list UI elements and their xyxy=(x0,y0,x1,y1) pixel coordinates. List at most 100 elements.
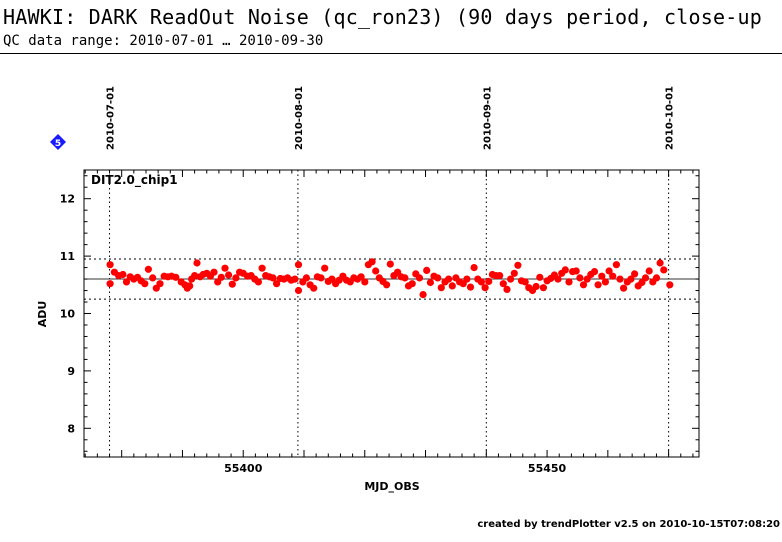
data-point xyxy=(656,259,664,267)
data-point xyxy=(499,280,507,288)
data-point xyxy=(294,261,303,269)
data-point xyxy=(503,285,511,293)
data-point xyxy=(401,274,409,282)
data-point xyxy=(141,280,149,288)
data-point xyxy=(383,281,391,289)
data-point xyxy=(514,261,522,269)
data-point xyxy=(445,275,453,283)
data-point xyxy=(419,291,427,299)
data-point xyxy=(448,282,456,290)
data-point xyxy=(565,278,573,286)
y-tick-label: 11 xyxy=(60,250,75,263)
data-point xyxy=(477,278,485,286)
data-point xyxy=(386,260,394,268)
diamond-icon xyxy=(50,134,66,150)
data-point xyxy=(408,280,416,288)
data-point xyxy=(579,281,588,289)
data-point xyxy=(666,281,674,289)
data-point xyxy=(594,281,602,289)
data-point xyxy=(273,280,281,288)
data-point xyxy=(576,274,584,282)
data-point xyxy=(660,266,668,274)
data-point xyxy=(539,284,548,292)
data-point xyxy=(221,264,229,272)
data-point xyxy=(434,274,442,282)
y-tick-label: 8 xyxy=(67,422,75,435)
data-point xyxy=(510,269,518,277)
data-point xyxy=(191,272,199,280)
data-point xyxy=(321,264,329,272)
data-point xyxy=(317,274,325,282)
chart-title: HAWKI: DARK ReadOut Noise (qc_ron23) (90… xyxy=(3,5,762,29)
data-point xyxy=(217,273,225,281)
y-tick-label: 9 xyxy=(67,365,75,378)
data-point xyxy=(423,266,431,274)
data-point xyxy=(532,282,540,291)
data-point xyxy=(232,274,240,282)
data-point xyxy=(470,264,478,272)
data-point xyxy=(466,283,475,291)
marker-label: 5 xyxy=(55,139,61,149)
data-point xyxy=(144,265,152,273)
date-marker-label: 2010-09-01 xyxy=(482,86,493,150)
data-point xyxy=(122,278,131,286)
data-point xyxy=(521,278,529,286)
data-point xyxy=(590,268,599,276)
data-point xyxy=(463,275,471,283)
data-point xyxy=(652,274,661,282)
data-point xyxy=(368,258,376,266)
data-point xyxy=(106,261,114,269)
date-marker-label: 2010-10-01 xyxy=(665,86,676,150)
axes: 8 9 10 11 12 55400 55450 xyxy=(60,169,700,475)
x-tick-label: 55400 xyxy=(224,462,263,475)
status-marker: 5 xyxy=(50,134,66,150)
header-divider xyxy=(0,53,782,54)
data-point xyxy=(186,282,194,290)
data-point xyxy=(612,261,621,269)
date-marker-label: 2010-08-01 xyxy=(294,86,305,150)
data-point xyxy=(605,267,613,275)
data-point xyxy=(119,270,127,279)
date-marker-label: 2010-07-01 xyxy=(106,86,117,150)
data-point xyxy=(302,274,310,282)
panel-label: DIT2.0_chip1 xyxy=(91,173,178,188)
data-point xyxy=(291,275,299,283)
data-point xyxy=(149,274,157,282)
data-point xyxy=(496,272,504,280)
data-point xyxy=(437,284,445,292)
data-point xyxy=(554,275,562,283)
x-tick-label: 55450 xyxy=(528,462,567,475)
data-point xyxy=(258,264,266,272)
x-axis-label: MJD_OBS xyxy=(364,480,419,493)
data-point xyxy=(193,259,201,267)
data-point xyxy=(631,270,639,278)
footer-credit: created by trendPlotter v2.5 on 2010-10-… xyxy=(477,519,780,530)
reference-lines xyxy=(84,258,699,300)
y-axis-label: ADU xyxy=(36,301,49,328)
data-point xyxy=(228,280,236,288)
data-point xyxy=(210,268,218,276)
data-point xyxy=(620,284,628,292)
chart-subtitle: QC data range: 2010-07-01 … 2010-09-30 xyxy=(3,33,324,49)
data-point xyxy=(254,278,262,286)
data-point xyxy=(372,267,380,275)
data-point xyxy=(627,275,635,283)
data-point xyxy=(415,274,424,282)
data-point xyxy=(507,275,515,283)
data-point xyxy=(156,280,164,288)
data-point xyxy=(106,280,114,288)
data-point xyxy=(294,286,303,295)
plot-frame xyxy=(83,169,700,458)
data-point xyxy=(645,267,653,275)
data-point xyxy=(426,278,434,287)
data-point xyxy=(172,273,180,281)
data-point xyxy=(361,278,369,286)
date-markers: 2010-07-01 2010-08-01 2010-09-01 2010-10-01 xyxy=(106,86,676,457)
data-point xyxy=(485,277,493,285)
data-point xyxy=(616,275,624,283)
data-point xyxy=(641,274,650,282)
y-tick-label: 10 xyxy=(60,308,76,321)
data-point xyxy=(601,278,610,286)
data-point xyxy=(225,271,233,279)
